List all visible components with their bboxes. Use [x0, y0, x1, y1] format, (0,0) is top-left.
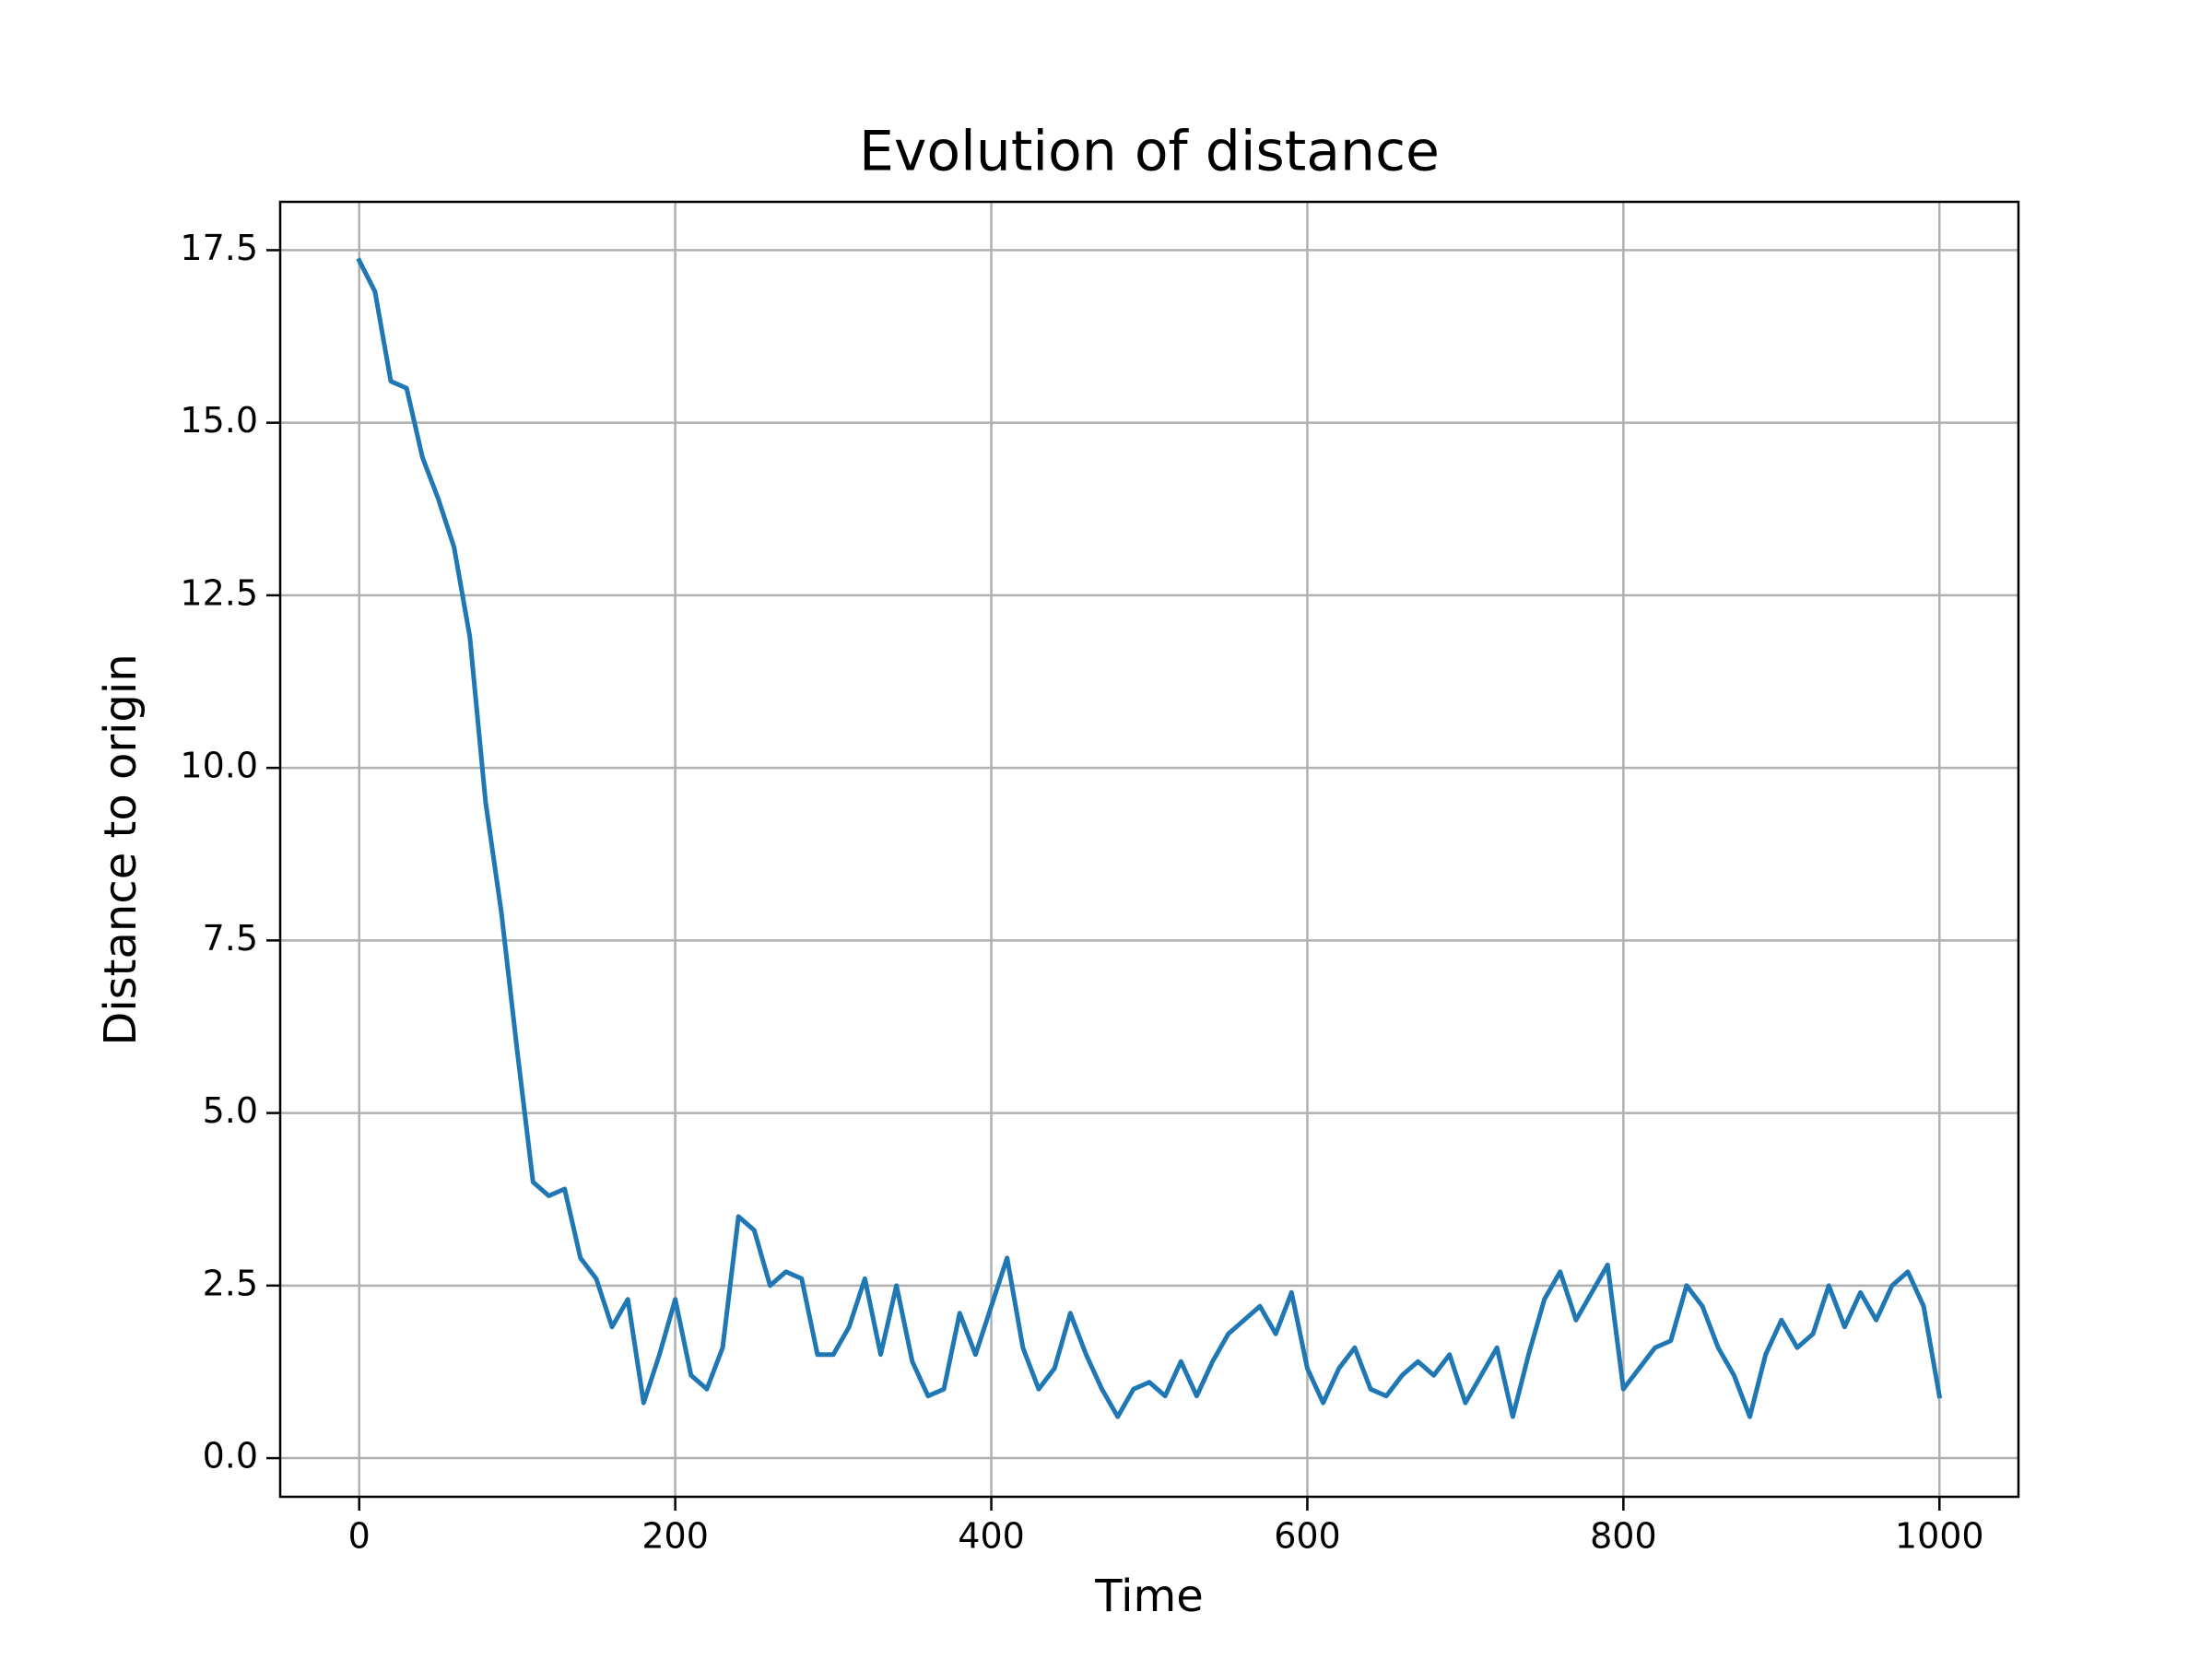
y-tick-label: 0.0 — [203, 1436, 258, 1477]
y-axis-label: Distance to origin — [95, 653, 147, 1045]
y-tick-label: 17.5 — [180, 228, 258, 268]
x-tick-label: 800 — [1590, 1516, 1657, 1557]
x-axis-label: Time — [1094, 1571, 1203, 1622]
x-tick-label: 200 — [641, 1516, 709, 1557]
y-tick-label: 15.0 — [180, 400, 258, 441]
chart-title: Evolution of distance — [859, 120, 1440, 184]
x-tick-label: 0 — [348, 1516, 371, 1557]
data-line — [356, 257, 1943, 1419]
y-tick-label: 2.5 — [203, 1263, 258, 1303]
y-tick-label: 10.0 — [180, 746, 258, 786]
y-tick-label: 5.0 — [203, 1090, 258, 1131]
plot-frame — [278, 200, 2020, 1499]
x-tick-label: 1000 — [1895, 1516, 1984, 1557]
y-tick-label: 7.5 — [203, 918, 258, 959]
x-tick-label: 600 — [1274, 1516, 1341, 1557]
y-tick-label: 12.5 — [180, 572, 258, 613]
x-tick-label: 400 — [958, 1516, 1025, 1557]
